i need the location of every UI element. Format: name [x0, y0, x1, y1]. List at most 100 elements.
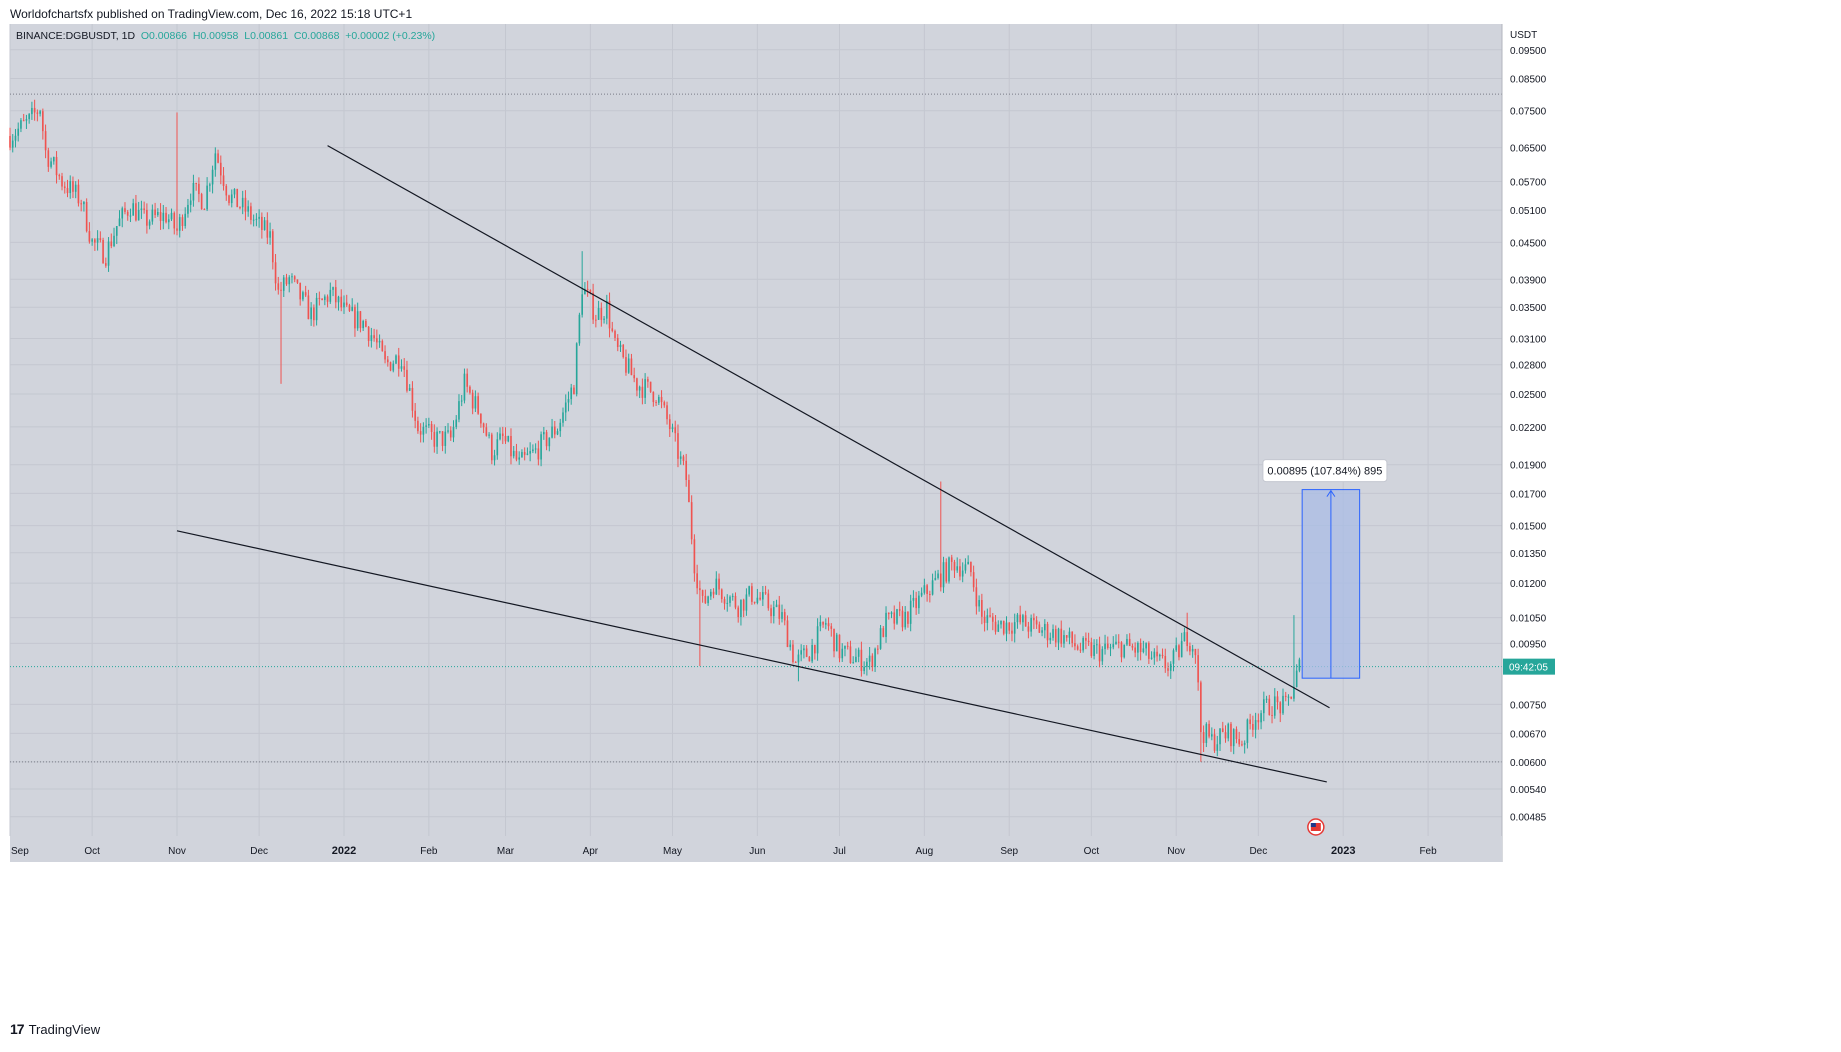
- candle: [1038, 621, 1041, 633]
- candle-body: [244, 197, 247, 212]
- candle: [978, 595, 980, 612]
- candle-body: [417, 420, 419, 432]
- candle-body: [529, 451, 531, 454]
- candle: [408, 384, 411, 392]
- y-tick-label: 0.02800: [1510, 361, 1547, 372]
- candle: [165, 207, 167, 224]
- candle: [203, 208, 206, 211]
- candle: [770, 604, 772, 624]
- candle: [1295, 664, 1298, 688]
- candle-body: [573, 387, 575, 395]
- candle-body: [154, 209, 156, 216]
- candle-body: [1112, 644, 1115, 648]
- candle: [762, 585, 764, 607]
- candle-body: [1241, 744, 1243, 746]
- candle-body: [863, 666, 865, 672]
- candle-body: [110, 241, 113, 247]
- candle: [1208, 720, 1210, 739]
- candle: [778, 595, 781, 625]
- candle: [652, 391, 655, 407]
- candle-body: [326, 296, 329, 302]
- candle-body: [285, 277, 288, 285]
- candle-body: [912, 597, 915, 601]
- lower-trendline: [176, 530, 1327, 783]
- candle: [198, 177, 200, 203]
- candle: [948, 556, 950, 584]
- candle-body: [556, 431, 559, 435]
- candle: [1090, 637, 1093, 658]
- candle-body: [657, 396, 660, 403]
- candle-body: [945, 562, 948, 582]
- candle: [480, 413, 482, 428]
- candle: [184, 207, 187, 229]
- candle: [668, 414, 671, 437]
- candle-body: [340, 296, 343, 308]
- candle: [726, 594, 729, 612]
- candle: [545, 429, 548, 451]
- candle-body: [991, 616, 994, 622]
- candle-body: [1041, 630, 1043, 633]
- candle-body: [822, 621, 824, 625]
- y-tick-label: 0.03900: [1510, 275, 1547, 286]
- candle-body: [474, 396, 477, 409]
- candle-body: [102, 239, 104, 264]
- candle-body: [447, 430, 449, 432]
- candle-body: [1186, 632, 1188, 647]
- candle-body: [1065, 635, 1068, 638]
- y-tick-label: 0.00600: [1510, 758, 1547, 769]
- candle-body: [411, 387, 414, 411]
- candle: [406, 360, 408, 393]
- candle-body: [1282, 695, 1284, 714]
- candle-body: [1287, 696, 1290, 698]
- candle-body: [187, 204, 189, 214]
- candle-body: [115, 226, 118, 236]
- candle-body: [239, 207, 241, 209]
- candle: [581, 251, 583, 318]
- x-tick-label: Jul: [833, 846, 846, 857]
- candle-body: [288, 277, 291, 285]
- candle-body: [1148, 643, 1150, 659]
- candle-body: [480, 413, 482, 424]
- candle-body: [1093, 644, 1095, 656]
- candle: [786, 615, 789, 648]
- candle-body: [135, 203, 137, 221]
- candle: [690, 495, 693, 545]
- candle-body: [871, 655, 874, 667]
- candle-body: [723, 599, 726, 604]
- candle: [1096, 639, 1098, 654]
- candle-body: [830, 626, 833, 629]
- candle-body: [833, 628, 835, 652]
- candle: [271, 229, 274, 270]
- candle: [707, 595, 709, 606]
- candle-body: [1123, 644, 1126, 658]
- candle: [1033, 613, 1035, 630]
- candle-body: [811, 645, 813, 662]
- candle-body: [471, 392, 474, 409]
- candle-body: [1298, 659, 1301, 671]
- candle: [228, 194, 230, 206]
- y-tick-label: 0.05100: [1510, 206, 1547, 217]
- candle: [570, 383, 573, 405]
- candle-body: [1060, 628, 1063, 644]
- candle: [433, 424, 436, 453]
- candle-body: [17, 128, 20, 136]
- candle-body: [460, 400, 463, 402]
- candle: [805, 645, 808, 658]
- candle-body: [597, 307, 600, 320]
- candle-body: [578, 314, 581, 344]
- footer-brand[interactable]: 17 TradingView: [10, 1021, 100, 1037]
- candle-body: [523, 452, 526, 455]
- candle: [1079, 642, 1082, 653]
- candle: [972, 565, 975, 592]
- candle: [411, 381, 414, 418]
- candle-body: [978, 600, 980, 607]
- candle: [1172, 648, 1175, 672]
- candle: [113, 227, 115, 248]
- candle-body: [838, 634, 841, 659]
- candle: [72, 176, 74, 199]
- candle: [857, 647, 860, 663]
- candle: [1024, 610, 1027, 627]
- candle: [293, 275, 296, 283]
